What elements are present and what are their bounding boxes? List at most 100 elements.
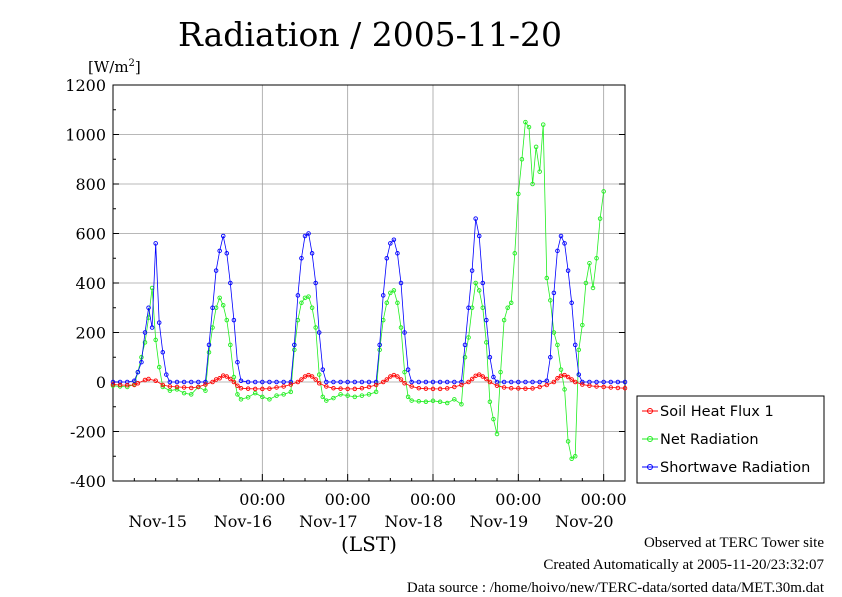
data-point (405, 367, 411, 372)
data-point (252, 390, 258, 396)
data-point (380, 293, 386, 298)
data-point (409, 398, 414, 403)
data-point (459, 379, 464, 385)
data-point (555, 376, 560, 381)
data-point (313, 325, 318, 330)
data-point (295, 379, 301, 385)
data-point (324, 384, 329, 389)
data-point (160, 350, 166, 355)
data-point (167, 384, 173, 389)
data-point (562, 241, 567, 246)
data-point (220, 303, 226, 308)
data-point (302, 374, 308, 379)
data-point (338, 386, 343, 391)
data-point (555, 342, 560, 348)
data-point (540, 122, 546, 127)
data-point (153, 378, 158, 384)
data-point (153, 241, 158, 246)
x-date-label: Nov-17 (299, 512, 357, 531)
data-point (523, 119, 528, 125)
data-point (391, 372, 397, 378)
data-point (565, 268, 571, 273)
data-point (203, 379, 208, 385)
data-point (437, 379, 443, 385)
data-point (590, 285, 596, 291)
data-point (459, 402, 464, 407)
data-point (608, 385, 614, 390)
data-point (217, 248, 222, 254)
data-point (572, 379, 578, 385)
data-point (345, 393, 350, 398)
data-point (473, 280, 478, 286)
data-point (558, 367, 564, 372)
x-time-tick-label: 00:00 (410, 490, 456, 509)
data-point (316, 380, 322, 386)
data-point (544, 275, 550, 281)
x-time-tick-label: 00:00 (325, 490, 371, 509)
data-point (601, 189, 606, 194)
data-point (331, 379, 336, 385)
data-point (188, 385, 194, 391)
data-point (444, 379, 450, 385)
data-point (572, 454, 578, 459)
data-point (196, 379, 201, 385)
data-point (156, 320, 162, 325)
data-point (217, 376, 222, 381)
data-point (516, 191, 521, 197)
data-point (548, 298, 553, 303)
data-point (313, 377, 318, 382)
series-net-radiation (110, 119, 606, 461)
data-point (228, 280, 233, 286)
y-tick-label: 1200 (65, 76, 106, 95)
data-point (316, 372, 322, 377)
data-point (302, 233, 308, 239)
data-point (373, 382, 379, 388)
data-point (231, 374, 237, 380)
data-point (437, 399, 443, 405)
y-tick-label: -400 (70, 472, 106, 491)
data-point (146, 305, 151, 311)
data-point (476, 288, 482, 293)
footer-observed: Observed at TERC Tower site (643, 535, 824, 551)
data-point (391, 237, 397, 242)
x-date-label: Nov-18 (384, 512, 442, 531)
legend-marker (647, 408, 653, 414)
data-point (206, 350, 212, 355)
data-point (139, 359, 144, 365)
data-point (597, 216, 603, 221)
data-point (388, 290, 393, 296)
data-point (601, 379, 606, 385)
data-point (188, 392, 194, 397)
series-layer (110, 119, 628, 461)
data-point (569, 377, 574, 382)
data-point (388, 374, 393, 379)
y-tick-label: 0 (96, 373, 106, 392)
data-point (519, 156, 525, 162)
data-point (306, 294, 311, 299)
data-point (409, 379, 414, 385)
data-point (423, 379, 429, 385)
data-point (487, 399, 493, 405)
data-point (580, 379, 585, 385)
data-point (398, 377, 404, 382)
data-point (352, 394, 358, 400)
data-point (562, 387, 567, 392)
data-point (135, 380, 141, 386)
data-point (530, 386, 535, 391)
data-point (288, 389, 294, 395)
data-point (480, 280, 486, 286)
series-line (112, 374, 626, 390)
data-point (380, 379, 386, 385)
data-point (228, 376, 233, 382)
data-point (484, 317, 489, 323)
data-point (398, 280, 404, 286)
data-point (210, 379, 215, 385)
data-point (476, 233, 482, 239)
data-point (555, 248, 560, 254)
data-point (174, 387, 180, 392)
data-point (252, 386, 258, 392)
data-point (594, 256, 599, 261)
data-point (132, 382, 137, 388)
data-point (260, 394, 265, 400)
data-point (487, 379, 493, 385)
